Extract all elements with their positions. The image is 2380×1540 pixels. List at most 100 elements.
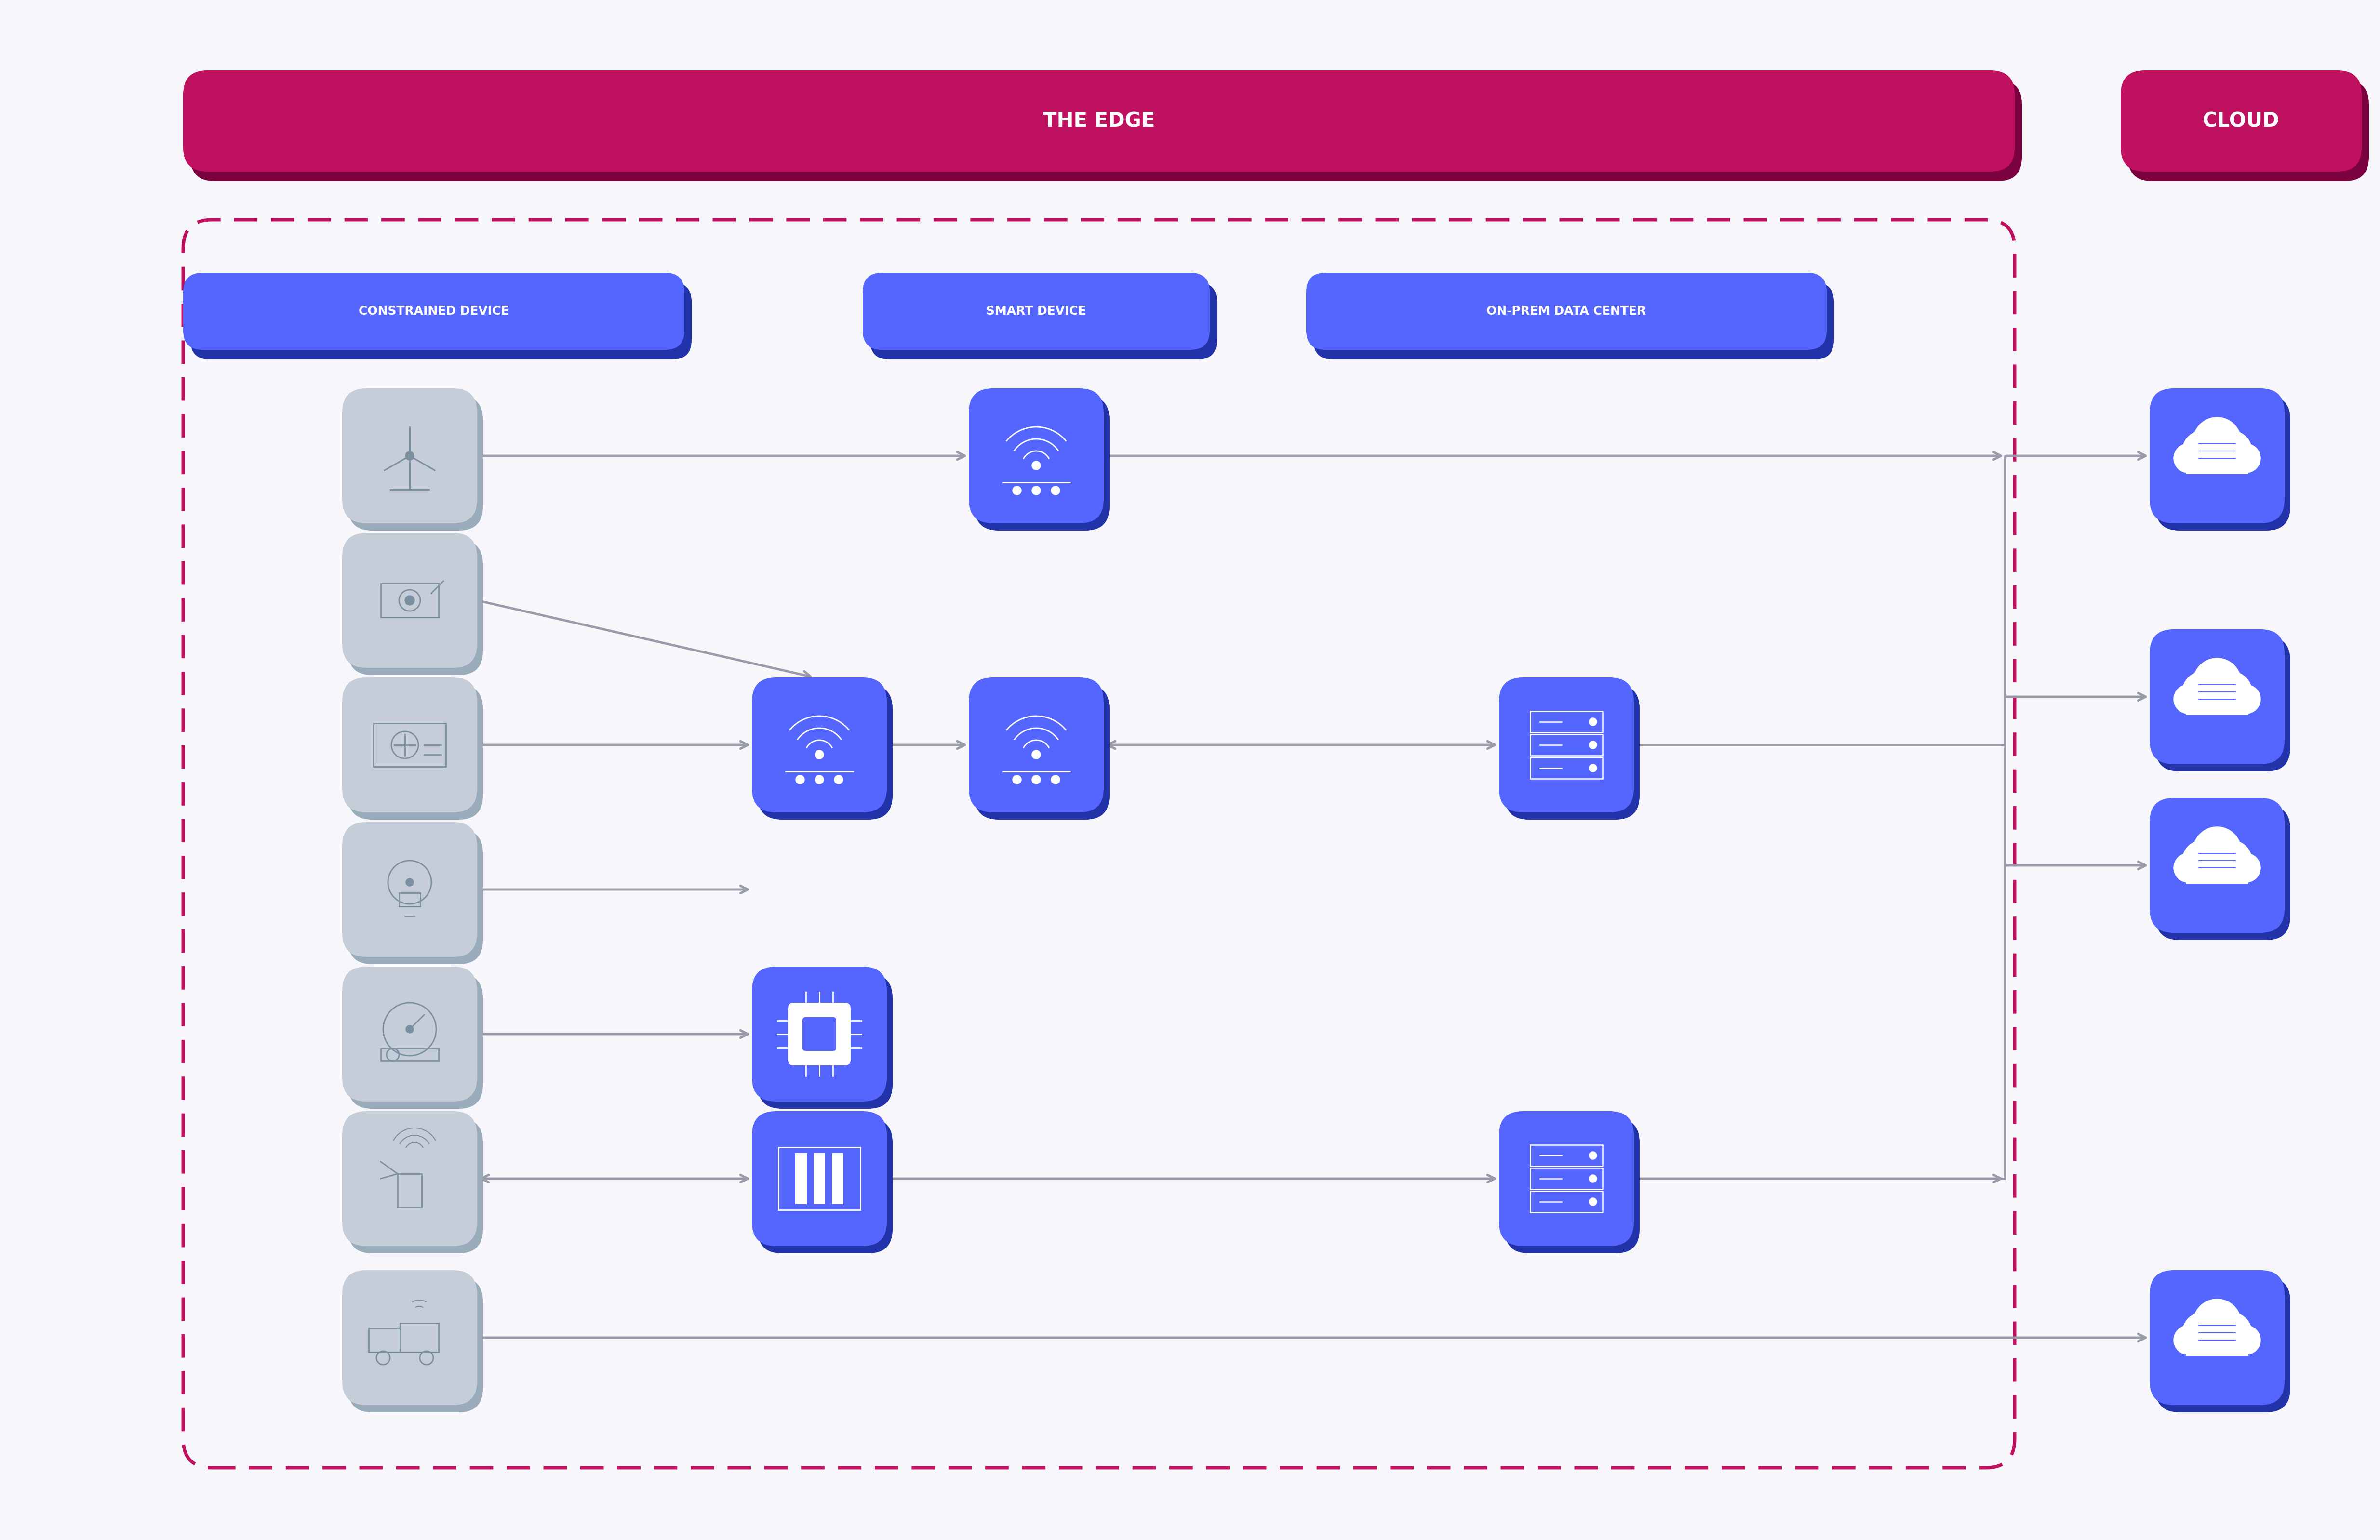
Circle shape (1033, 750, 1040, 759)
FancyBboxPatch shape (757, 685, 892, 819)
FancyBboxPatch shape (752, 1112, 888, 1246)
FancyBboxPatch shape (752, 678, 888, 813)
Text: THE EDGE: THE EDGE (1042, 111, 1154, 131)
Circle shape (407, 1026, 414, 1033)
Circle shape (2211, 671, 2251, 711)
Text: SMART DEVICE: SMART DEVICE (985, 305, 1085, 317)
FancyBboxPatch shape (2156, 636, 2290, 772)
Circle shape (1033, 487, 1040, 494)
FancyBboxPatch shape (347, 396, 483, 530)
FancyBboxPatch shape (190, 80, 2023, 182)
FancyBboxPatch shape (1499, 1112, 1635, 1246)
Circle shape (2192, 417, 2242, 465)
Bar (1530, 711, 1602, 733)
Text: CONSTRAINED DEVICE: CONSTRAINED DEVICE (359, 305, 509, 317)
Bar (381, 584, 438, 618)
FancyBboxPatch shape (788, 1003, 850, 1066)
Bar (400, 893, 421, 907)
Circle shape (2232, 685, 2261, 713)
Circle shape (2173, 1326, 2202, 1355)
Circle shape (2211, 841, 2251, 881)
FancyBboxPatch shape (752, 967, 888, 1101)
Circle shape (814, 750, 823, 759)
Circle shape (2211, 431, 2251, 471)
Text: CLOUD: CLOUD (2204, 111, 2280, 131)
Text: ON-PREM DATA CENTER: ON-PREM DATA CENTER (1488, 305, 1647, 317)
Bar (1530, 1144, 1602, 1166)
FancyBboxPatch shape (2128, 80, 2368, 182)
FancyBboxPatch shape (973, 685, 1109, 819)
Circle shape (407, 878, 414, 885)
Bar (374, 724, 445, 767)
Circle shape (1033, 775, 1040, 784)
FancyBboxPatch shape (1499, 678, 1635, 813)
Circle shape (2173, 444, 2202, 473)
Circle shape (405, 596, 414, 605)
FancyBboxPatch shape (347, 1277, 483, 1412)
Bar (1530, 735, 1602, 756)
FancyBboxPatch shape (2149, 388, 2285, 524)
Circle shape (2173, 685, 2202, 713)
Circle shape (2232, 1326, 2261, 1355)
Circle shape (1590, 764, 1597, 772)
Bar (2185, 1346, 2249, 1355)
FancyBboxPatch shape (343, 1270, 476, 1404)
Bar (1530, 1190, 1602, 1212)
Circle shape (814, 775, 823, 784)
FancyBboxPatch shape (757, 1118, 892, 1254)
Circle shape (2182, 1312, 2223, 1354)
Circle shape (2232, 444, 2261, 473)
Bar (2185, 464, 2249, 474)
FancyBboxPatch shape (2149, 630, 2285, 764)
FancyBboxPatch shape (757, 973, 892, 1109)
Circle shape (2192, 658, 2242, 707)
FancyBboxPatch shape (347, 829, 483, 964)
FancyBboxPatch shape (973, 396, 1109, 530)
Bar (778, 1147, 859, 1210)
Bar (381, 1049, 438, 1061)
FancyBboxPatch shape (802, 1018, 835, 1050)
Circle shape (2182, 431, 2223, 471)
Circle shape (795, 775, 804, 784)
FancyBboxPatch shape (343, 388, 476, 524)
FancyBboxPatch shape (347, 685, 483, 819)
Circle shape (1012, 775, 1021, 784)
FancyBboxPatch shape (1504, 685, 1640, 819)
FancyBboxPatch shape (343, 822, 476, 956)
Bar (2185, 704, 2249, 715)
FancyBboxPatch shape (347, 1118, 483, 1254)
FancyBboxPatch shape (2149, 798, 2285, 933)
Bar (400, 1323, 438, 1352)
FancyBboxPatch shape (343, 533, 476, 668)
FancyBboxPatch shape (183, 71, 2013, 171)
FancyBboxPatch shape (190, 282, 693, 359)
Circle shape (2182, 841, 2223, 881)
Circle shape (1012, 487, 1021, 494)
Bar (833, 1153, 843, 1204)
Circle shape (1052, 487, 1059, 494)
Bar (814, 1153, 826, 1204)
FancyBboxPatch shape (871, 282, 1216, 359)
FancyBboxPatch shape (343, 967, 476, 1101)
FancyBboxPatch shape (183, 273, 685, 350)
Circle shape (2211, 1312, 2251, 1354)
FancyBboxPatch shape (2156, 1277, 2290, 1412)
Circle shape (1590, 1175, 1597, 1183)
FancyBboxPatch shape (2156, 805, 2290, 939)
FancyBboxPatch shape (347, 973, 483, 1109)
FancyBboxPatch shape (2121, 71, 2361, 171)
Bar (795, 1153, 807, 1204)
Circle shape (1590, 1152, 1597, 1160)
Circle shape (1590, 741, 1597, 748)
FancyBboxPatch shape (1307, 273, 1828, 350)
FancyBboxPatch shape (1504, 1118, 1640, 1254)
Circle shape (1590, 718, 1597, 725)
FancyBboxPatch shape (969, 388, 1104, 524)
Circle shape (2192, 1300, 2242, 1348)
Bar (369, 1327, 400, 1352)
Circle shape (1052, 775, 1059, 784)
FancyBboxPatch shape (2149, 1270, 2285, 1404)
Circle shape (1033, 460, 1040, 470)
FancyBboxPatch shape (1314, 282, 1835, 359)
FancyBboxPatch shape (2156, 396, 2290, 530)
